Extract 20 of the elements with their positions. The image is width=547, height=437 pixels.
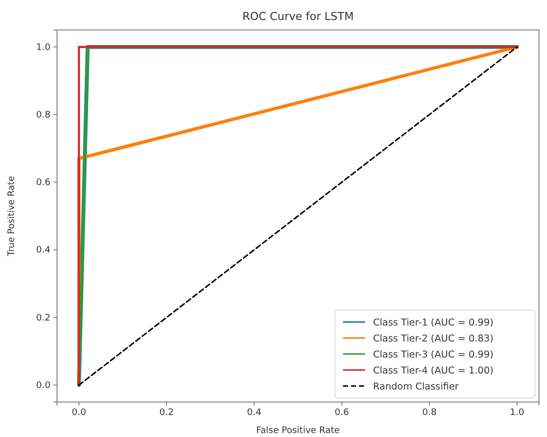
x-tick-label: 0.6 — [334, 408, 350, 418]
x-tick-label: 0.2 — [159, 408, 174, 418]
x-tick-label: 1.0 — [510, 408, 525, 418]
chart-title: ROC Curve for LSTM — [242, 10, 354, 23]
y-tick-label: 0.8 — [36, 110, 51, 120]
legend-label: Random Classifier — [373, 382, 459, 392]
legend-label: Class Tier-1 (AUC = 0.99) — [373, 318, 494, 328]
x-tick-label: 0.4 — [247, 408, 262, 418]
x-axis-title: False Positive Rate — [256, 426, 340, 436]
y-tick-label: 0.4 — [36, 246, 51, 256]
y-tick-label: 0.2 — [36, 313, 50, 324]
legend-label: Class Tier-4 (AUC = 1.00) — [373, 366, 494, 376]
x-tick-label: 0.8 — [422, 408, 437, 418]
y-axis-title: True Positive Rate — [7, 175, 17, 258]
x-tick-label: 0.0 — [72, 408, 86, 418]
y-tick-label: 0.6 — [36, 178, 51, 188]
y-tick-label: 0.0 — [36, 380, 51, 391]
y-tick-label: 1.0 — [36, 42, 51, 53]
legend-label: Class Tier-2 (AUC = 0.83) — [373, 334, 494, 344]
legend-label: Class Tier-3 (AUC = 0.99) — [373, 350, 494, 360]
